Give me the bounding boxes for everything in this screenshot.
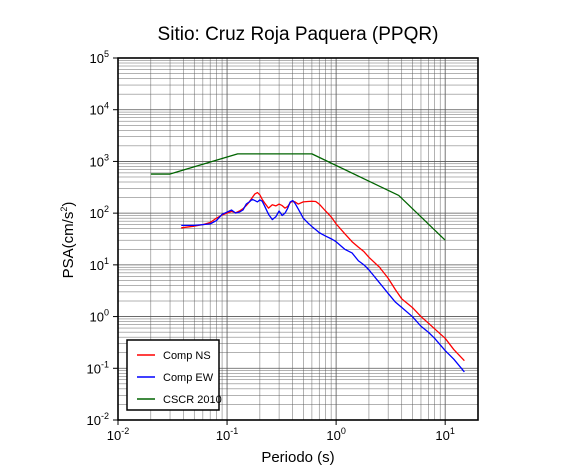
y-tick-exp: 4	[104, 101, 109, 111]
x-tick-exp: 1	[450, 426, 455, 436]
y-tick-label: 104	[90, 101, 109, 118]
legend-label-1: Comp NS	[163, 350, 211, 362]
y-tick-label: 101	[90, 256, 109, 273]
y-tick-label: 100	[90, 308, 109, 325]
x-tick-base: 10	[326, 428, 340, 443]
series-line-3	[150, 153, 446, 241]
x-axis-label: Periodo (s)	[261, 449, 334, 466]
legend: Comp NS Comp EW CSCR 2010	[126, 339, 222, 411]
plot-frame	[117, 57, 479, 421]
y-tick-exp: 5	[104, 49, 109, 59]
grid	[117, 57, 479, 421]
x-tick-label: 10-2	[107, 426, 129, 443]
y-tick-label: 103	[90, 152, 109, 169]
y-tick-exp: 2	[104, 204, 109, 214]
x-tick-exp: -2	[121, 426, 129, 436]
plot-border	[117, 57, 479, 421]
series-line-2	[181, 198, 465, 373]
y-tick-base: 10	[90, 103, 104, 118]
y-tick-exp: 3	[104, 152, 109, 162]
legend-label-3: CSCR 2010	[163, 394, 222, 406]
x-tick-label: 101	[435, 426, 454, 443]
x-tick-base: 10	[107, 428, 121, 443]
chart-title: Sitio: Cruz Roja Paquera (PPQR)	[158, 24, 439, 45]
y-tick-label: 10-1	[87, 359, 109, 376]
y-axis-label-base: PSA(cm/s	[60, 212, 77, 279]
y-tick-base: 10	[90, 51, 104, 66]
y-tick-base: 10	[90, 258, 104, 273]
y-tick-base: 10	[87, 361, 101, 376]
y-tick-base: 10	[90, 206, 104, 221]
y-tick-base: 10	[87, 413, 101, 428]
x-tick-exp: 0	[341, 426, 346, 436]
y-tick-exp: -1	[101, 359, 109, 369]
x-tick-base: 10	[216, 428, 230, 443]
y-axis-label-sup: 2	[59, 207, 69, 212]
x-tick-label: 100	[326, 426, 345, 443]
x-tick-exp: -1	[230, 426, 238, 436]
y-tick-label: 10-2	[87, 411, 109, 428]
y-tick-exp: 1	[104, 256, 109, 266]
y-tick-label: 102	[90, 204, 109, 221]
legend-label-2: Comp EW	[163, 372, 214, 384]
y-tick-exp: 0	[104, 308, 109, 318]
y-tick-base: 10	[90, 310, 104, 325]
y-tick-label: 105	[90, 49, 109, 66]
x-tick-base: 10	[435, 428, 449, 443]
y-axis-label-end: )	[60, 202, 77, 207]
y-tick-exp: -2	[101, 411, 109, 421]
y-tick-base: 10	[90, 154, 104, 169]
series-lines	[150, 153, 465, 373]
x-tick-label: 10-1	[216, 426, 238, 443]
y-axis-label: PSA(cm/s2)	[59, 202, 77, 279]
